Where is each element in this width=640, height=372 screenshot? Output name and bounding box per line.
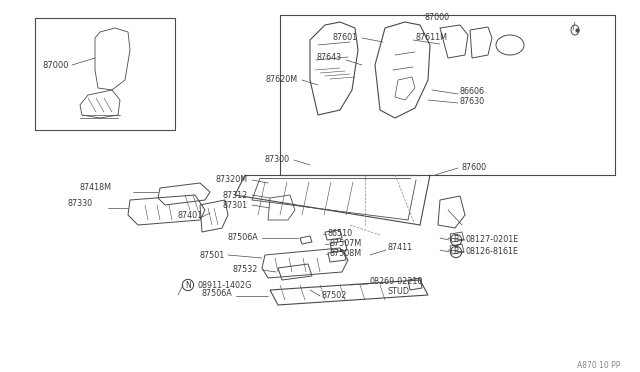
Text: 87601: 87601 xyxy=(333,33,358,42)
Text: 87300: 87300 xyxy=(265,155,290,164)
Text: 87000: 87000 xyxy=(425,13,450,22)
Text: 08911-1402G: 08911-1402G xyxy=(198,280,252,289)
Text: 87411: 87411 xyxy=(388,244,413,253)
Text: 87000: 87000 xyxy=(42,61,68,70)
Text: 87611M: 87611M xyxy=(415,33,447,42)
Text: 87532: 87532 xyxy=(232,266,258,275)
Text: 87301: 87301 xyxy=(223,201,248,209)
Text: 87506A: 87506A xyxy=(227,234,258,243)
Text: 87418M: 87418M xyxy=(80,183,112,192)
Text: 86606: 86606 xyxy=(460,87,485,96)
Text: 87506A: 87506A xyxy=(201,289,232,298)
Text: 87507M: 87507M xyxy=(330,240,362,248)
Text: 08126-8161E: 08126-8161E xyxy=(465,247,518,257)
Text: 08269-02210: 08269-02210 xyxy=(370,278,424,286)
Text: 87401: 87401 xyxy=(178,211,203,219)
Text: 87312: 87312 xyxy=(223,190,248,199)
Text: 87508M: 87508M xyxy=(330,250,362,259)
Text: N: N xyxy=(185,280,191,289)
Text: 08127-0201E: 08127-0201E xyxy=(465,235,518,244)
Text: 87620M: 87620M xyxy=(266,76,298,84)
Text: 87630: 87630 xyxy=(460,97,485,106)
Text: 87600: 87600 xyxy=(462,164,487,173)
Text: 87330: 87330 xyxy=(68,199,93,208)
Text: B: B xyxy=(453,235,459,244)
Text: 87501: 87501 xyxy=(200,250,225,260)
Text: 87502: 87502 xyxy=(322,292,348,301)
Text: STUD: STUD xyxy=(388,288,410,296)
Text: 86510: 86510 xyxy=(328,230,353,238)
Text: A870 10 PP: A870 10 PP xyxy=(577,360,620,369)
Text: 87320M: 87320M xyxy=(216,176,248,185)
Text: B: B xyxy=(453,247,459,257)
Text: 87643: 87643 xyxy=(317,54,342,62)
